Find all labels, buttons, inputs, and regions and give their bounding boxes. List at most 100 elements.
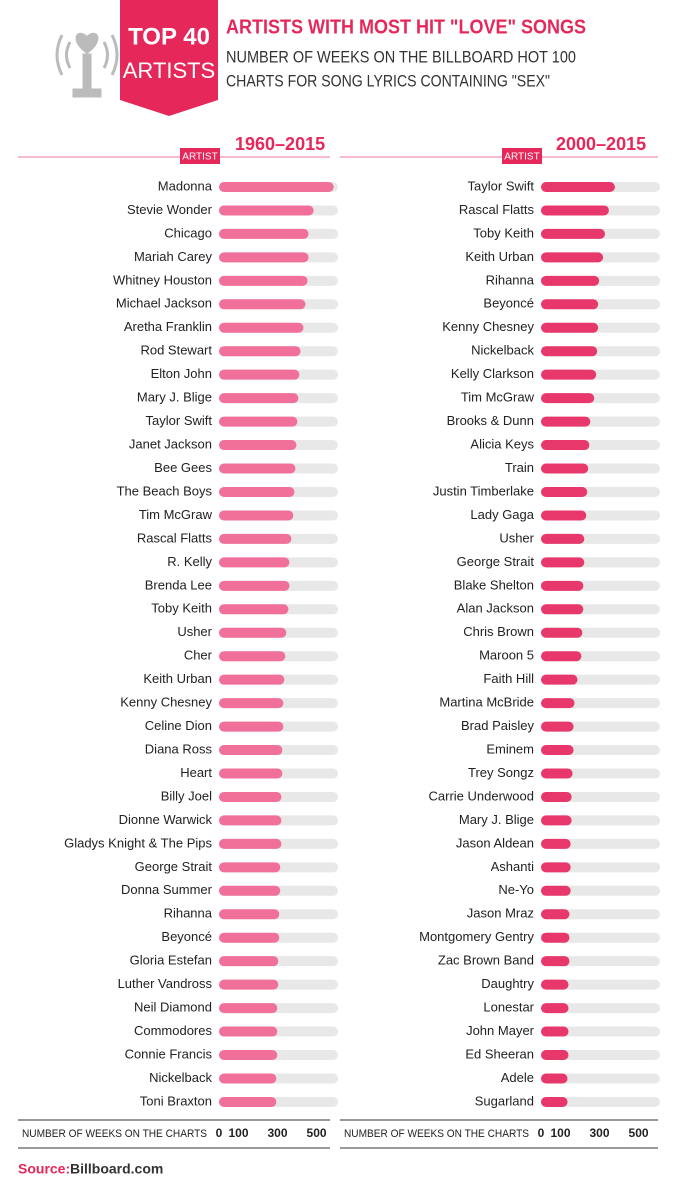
artist-label: Ne-Yo: [498, 882, 534, 897]
source: Billboard.com: [70, 1161, 163, 1177]
bar: [219, 838, 282, 849]
track: [541, 1050, 660, 1061]
bar: [219, 932, 280, 943]
artist-label: Cher: [184, 648, 213, 663]
bar: [541, 322, 599, 333]
artist-label: Trey Songz: [468, 765, 534, 780]
artist-label: Toby Keith: [151, 601, 212, 616]
title: ARTISTS WITH MOST HIT "LOVE" SONGS: [226, 16, 586, 38]
bar: [219, 228, 309, 239]
x-tick-label: 300: [590, 1126, 610, 1140]
bar: [219, 486, 295, 497]
artist-label: Zac Brown Band: [438, 953, 534, 968]
track: [541, 909, 660, 920]
track: [541, 1096, 660, 1107]
bar: [541, 580, 584, 591]
bar: [219, 182, 334, 192]
bar: [219, 674, 285, 685]
artist-label: Nickelback: [471, 343, 534, 358]
bar: [219, 1073, 277, 1084]
bar: [541, 791, 572, 802]
artist-label: R. Kelly: [167, 554, 212, 569]
bar: [541, 1003, 569, 1014]
artist-label: Train: [505, 460, 534, 475]
bar: [541, 721, 574, 732]
bar: [541, 299, 599, 310]
bar: [541, 651, 582, 662]
artist-label: Mary J. Blige: [137, 390, 212, 405]
artist-label: Dionne Warwick: [119, 812, 213, 827]
artist-label: Janet Jackson: [129, 436, 212, 451]
artist-label: Carrie Underwood: [429, 788, 535, 803]
artist-label: Beyoncé: [483, 296, 534, 311]
bar: [541, 440, 590, 451]
bar: [219, 1026, 278, 1037]
artist-label: Alicia Keys: [470, 436, 534, 451]
bar: [219, 322, 304, 333]
bar: [219, 815, 282, 826]
panel-title: 2000–2015: [556, 134, 646, 154]
bar: [219, 791, 282, 802]
bar: [219, 369, 300, 380]
artist-label: Billy Joel: [161, 788, 212, 803]
artist-label: Commodores: [134, 1023, 213, 1038]
artist-label: Usher: [499, 530, 534, 545]
artist-label: Eminem: [486, 741, 534, 756]
artist-label: Ed Sheeran: [465, 1046, 534, 1061]
artist-label: Taylor Swift: [146, 413, 213, 428]
artist-label: Blake Shelton: [454, 577, 534, 592]
artist-label: Whitney Houston: [113, 272, 212, 287]
track: [541, 885, 660, 896]
bar: [541, 956, 570, 967]
artist-label: Rascal Flatts: [459, 202, 535, 217]
artist-label: Kenny Chesney: [442, 319, 534, 334]
bar: [541, 745, 574, 756]
category-header: ARTIST: [504, 152, 539, 163]
track: [541, 979, 660, 990]
artist-label: Gloria Estefan: [130, 953, 212, 968]
bar: [219, 580, 290, 591]
artist-label: Kelly Clarkson: [451, 366, 534, 381]
bar: [541, 346, 598, 357]
artist-label: Toni Braxton: [140, 1093, 212, 1108]
artist-label: Michael Jackson: [116, 296, 212, 311]
bar: [219, 698, 284, 709]
artist-label: Donna Summer: [121, 882, 213, 897]
artist-label: Tim McGraw: [461, 390, 535, 405]
x-axis-label: NUMBER OF WEEKS ON THE CHARTS: [344, 1128, 529, 1140]
artist-label: Jason Mraz: [467, 906, 534, 921]
x-tick-label: 500: [307, 1126, 327, 1140]
artist-label: John Mayer: [466, 1023, 535, 1038]
track: [541, 932, 660, 943]
x-tick-label: 100: [550, 1126, 570, 1140]
bar: [219, 768, 283, 779]
bar: [219, 275, 308, 286]
track: [541, 838, 660, 849]
bar: [541, 627, 583, 638]
subtitle-line: CHARTS FOR SONG LYRICS CONTAINING "SEX": [226, 71, 550, 90]
track: [541, 862, 660, 873]
bar: [541, 815, 572, 826]
artist-label: Lonestar: [483, 1000, 534, 1015]
artist-label: Sugarland: [475, 1093, 534, 1108]
x-tick-label: 0: [216, 1126, 223, 1140]
subtitle-line: NUMBER OF WEEKS ON THE BILLBOARD HOT 100: [226, 47, 576, 66]
artist-label: Rihanna: [164, 906, 213, 921]
bar: [541, 1026, 569, 1037]
bar: [219, 721, 284, 732]
bar: [541, 228, 605, 239]
artist-label: Neil Diamond: [134, 1000, 212, 1015]
artist-label: Jason Aldean: [456, 835, 534, 850]
artist-label: Heart: [180, 765, 212, 780]
bar: [541, 604, 584, 615]
artist-label: Rascal Flatts: [137, 530, 213, 545]
artist-label: Bee Gees: [154, 460, 212, 475]
bar: [219, 393, 299, 404]
bar: [219, 956, 279, 967]
artist-label: Aretha Franklin: [124, 319, 212, 334]
badge-bottom: ARTISTS: [123, 58, 216, 83]
bar: [541, 932, 570, 943]
artist-label: Taylor Swift: [468, 178, 535, 193]
artist-label: Kenny Chesney: [120, 695, 212, 710]
bar: [541, 369, 597, 380]
